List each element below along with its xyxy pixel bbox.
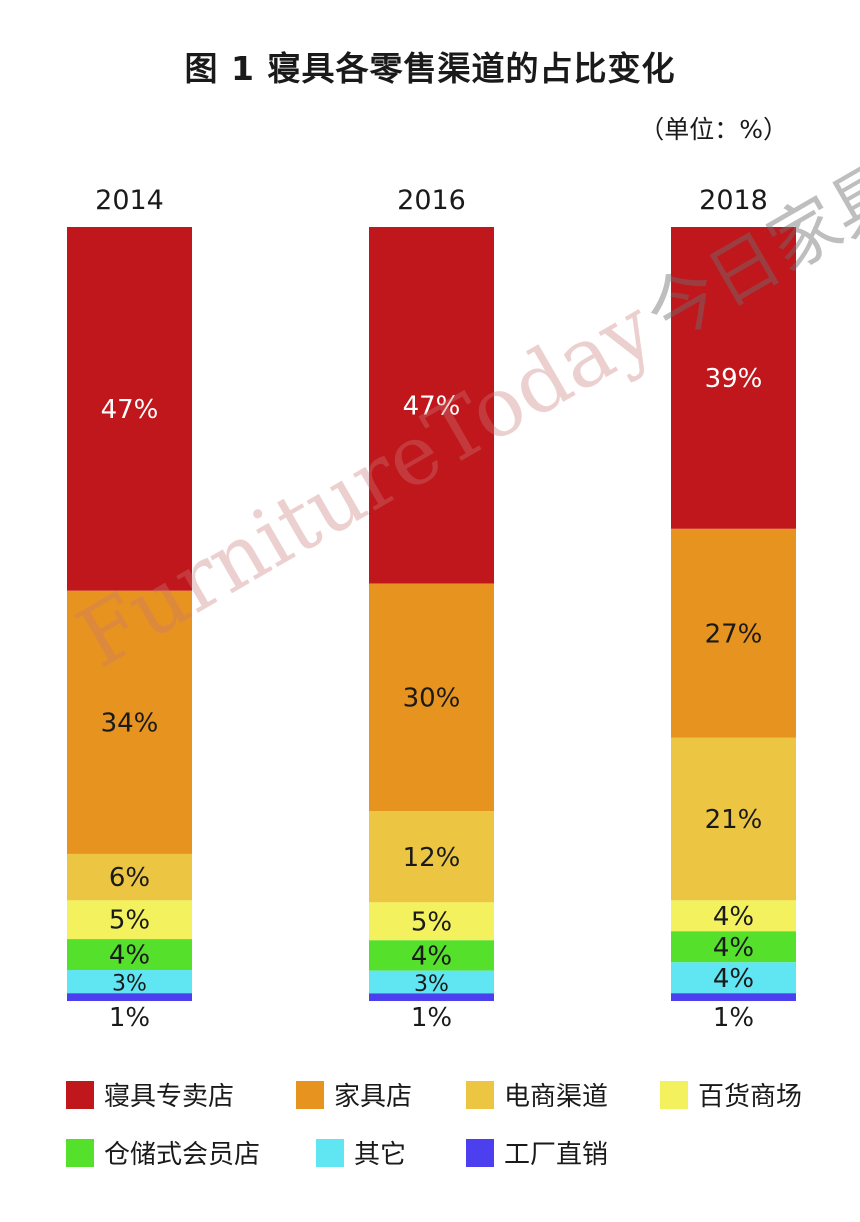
data-label-2016-6: 1% [411, 1003, 452, 1033]
legend-item: 百货商场 [660, 1076, 802, 1113]
data-label-2018-5: 4% [713, 964, 754, 994]
data-label-2018-0: 39% [705, 364, 763, 394]
data-label-2018-1: 27% [705, 619, 763, 649]
bar-segment-2018-5 [671, 962, 796, 994]
data-label-2018-3: 4% [713, 902, 754, 932]
data-label-2018-4: 4% [713, 933, 754, 963]
legend-label: 工厂直销 [504, 1140, 609, 1170]
legend-swatch [466, 1080, 494, 1109]
bar-segment-2018-1 [671, 528, 796, 738]
bar-segment-2018-0 [671, 227, 796, 529]
data-label-2014-2: 6% [109, 863, 150, 893]
legend-item: 电商渠道 [466, 1076, 608, 1113]
bar-segment-2016-3 [369, 902, 494, 941]
data-label-2018-6: 1% [713, 1003, 754, 1033]
data-label-2014-3: 5% [109, 906, 150, 936]
stacked-bar-chart: 201447%34%6%5%4%3%1%201647%30%12%5%4%3%1… [67, 185, 796, 1033]
data-label-2016-3: 5% [411, 907, 452, 937]
legend-swatch [296, 1080, 324, 1109]
legend-label: 电商渠道 [504, 1082, 609, 1112]
chart-title: 图 1 寝具各零售渠道的占比变化 [184, 49, 676, 88]
bar-segment-2016-4 [369, 940, 494, 971]
data-label-2018-2: 21% [705, 805, 763, 835]
data-label-2014-1: 34% [101, 708, 159, 738]
data-label-2016-1: 30% [403, 683, 461, 713]
bar-segment-2014-1 [67, 590, 192, 854]
unit-label: （单位：%） [639, 115, 788, 144]
bar-segment-2016-5 [369, 970, 494, 994]
legend-item: 其它 [316, 1134, 406, 1171]
category-label-2018: 2018 [699, 185, 768, 216]
bar-segment-2014-4 [67, 939, 192, 971]
bar-segment-2016-2 [369, 811, 494, 903]
legend-swatch [66, 1138, 94, 1167]
bar-segment-2016-6 [369, 993, 494, 1001]
bar-segment-2016-1 [369, 583, 494, 812]
bar-segment-2014-3 [67, 900, 192, 940]
data-label-2014-5: 3% [112, 972, 147, 997]
data-label-2016-4: 4% [411, 941, 452, 971]
legend-label: 其它 [354, 1140, 407, 1170]
legend-swatch [466, 1138, 494, 1167]
data-label-2016-0: 47% [403, 391, 461, 421]
bar-segment-2018-6 [671, 993, 796, 1001]
legend-label: 百货商场 [698, 1082, 803, 1112]
data-label-2014-6: 1% [109, 1003, 150, 1033]
bar-segment-2014-5 [67, 970, 192, 994]
bar-segment-2014-2 [67, 853, 192, 901]
data-label-2014-4: 4% [109, 941, 150, 971]
category-label-2014: 2014 [95, 185, 164, 216]
legend-swatch [660, 1080, 688, 1109]
legend-label: 家具店 [334, 1082, 413, 1112]
legend-item: 家具店 [296, 1076, 412, 1113]
legend-label: 寝具专卖店 [104, 1082, 235, 1112]
category-label-2016: 2016 [397, 185, 466, 216]
legend-swatch [316, 1138, 344, 1167]
bar-segment-2018-4 [671, 931, 796, 963]
bar-segment-2018-3 [671, 900, 796, 932]
legend-swatch [66, 1080, 94, 1109]
data-label-2016-5: 3% [414, 972, 449, 997]
legend-item: 仓储式会员店 [66, 1134, 260, 1171]
bar-segment-2014-0 [67, 227, 192, 591]
legend-item: 寝具专卖店 [66, 1076, 234, 1113]
bar-segment-2016-0 [369, 227, 494, 584]
bar-segment-2014-6 [67, 993, 192, 1001]
data-label-2016-2: 12% [403, 843, 461, 873]
legend-item: 工厂直销 [466, 1134, 608, 1171]
data-label-2014-0: 47% [101, 395, 159, 425]
bar-segment-2018-2 [671, 737, 796, 901]
legend-label: 仓储式会员店 [104, 1140, 261, 1170]
